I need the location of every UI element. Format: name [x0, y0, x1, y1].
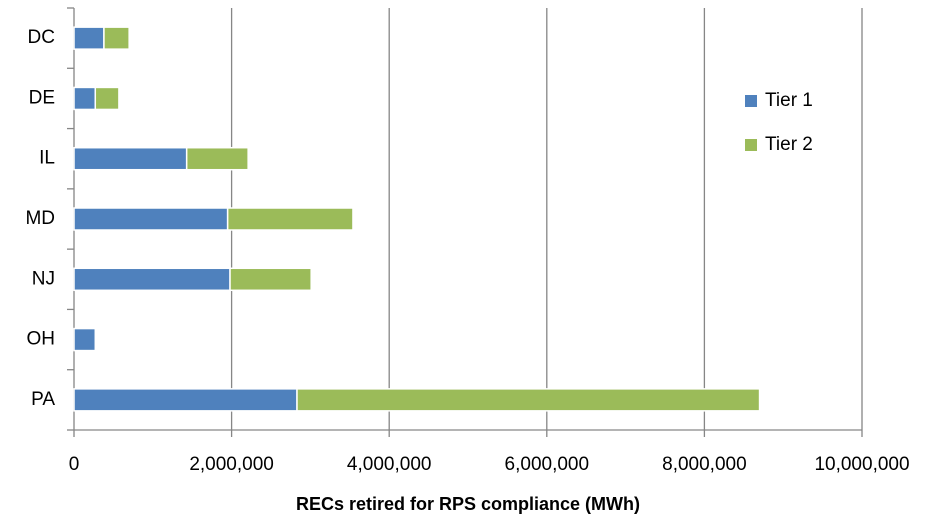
bar-segment [103, 26, 130, 50]
legend-swatch [745, 95, 757, 107]
x-tick-label: 10,000,000 [814, 454, 909, 475]
bar-segment [185, 146, 249, 171]
y-tick-label: IL [39, 148, 55, 169]
bar-segment [73, 388, 298, 412]
bar-segment [73, 86, 97, 111]
y-tick-label: OH [27, 329, 56, 350]
legend-swatch [745, 139, 757, 151]
bar-segment [73, 26, 105, 50]
x-tick-label: 6,000,000 [505, 454, 590, 475]
bar-segment [226, 207, 354, 231]
y-tick-label: PA [31, 389, 55, 410]
bar-segment [73, 327, 97, 352]
y-tick-label: DE [29, 87, 55, 108]
bar-segment [94, 86, 120, 111]
bar-segment [229, 267, 312, 292]
y-tick-label: NJ [32, 268, 55, 289]
bar-segment [73, 146, 188, 171]
x-tick-label: 0 [69, 454, 80, 475]
y-tick-label: MD [25, 208, 55, 229]
bar-segment [73, 267, 231, 292]
y-tick-label: DC [28, 27, 55, 48]
x-tick-label: 4,000,000 [347, 454, 432, 475]
x-axis-title: RECs retired for RPS compliance (MWh) [296, 494, 640, 514]
x-tick-label: 2,000,000 [189, 454, 274, 475]
x-tick-label: 8,000,000 [662, 454, 747, 475]
legend-label: Tier 2 [765, 134, 813, 155]
bar-segment [73, 207, 229, 231]
legend-label: Tier 1 [765, 90, 813, 111]
bar-segment [296, 388, 761, 412]
